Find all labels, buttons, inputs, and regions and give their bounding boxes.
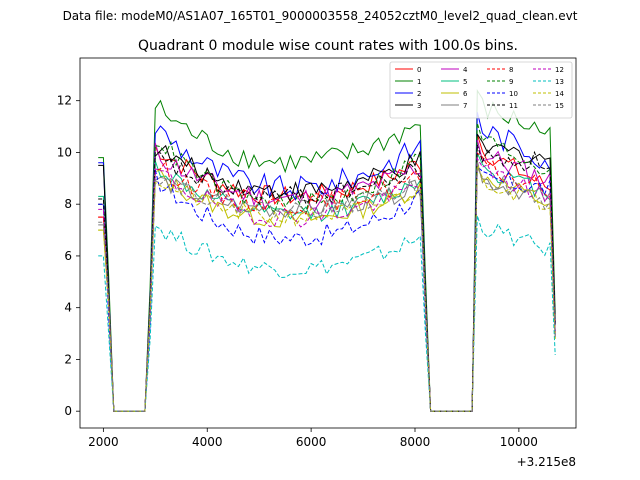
series-line-9 [98, 123, 556, 412]
legend-box [389, 61, 573, 119]
x-tick-label: 2000 [88, 435, 119, 449]
legend-label-13: 13 [555, 78, 564, 86]
legend-label-3: 3 [417, 102, 421, 110]
x-tick-label: 6000 [296, 435, 327, 449]
legend-label-1: 1 [417, 78, 421, 86]
series-lines [98, 88, 556, 412]
series-line-11 [98, 144, 556, 412]
legend-label-10: 10 [509, 90, 518, 98]
y-tick-label: 2 [64, 352, 72, 366]
series-line-0 [98, 133, 556, 412]
x-offset-label: +3.215e8 [517, 455, 576, 469]
series-line-15 [98, 161, 556, 412]
chart-title: Quadrant 0 module wise count rates with … [138, 38, 518, 54]
y-tick-label: 8 [64, 197, 72, 211]
legend-label-5: 5 [463, 78, 467, 86]
y-tick-label: 6 [64, 249, 72, 263]
legend-label-6: 6 [463, 90, 468, 98]
series-line-4 [98, 139, 556, 412]
series-line-1 [98, 88, 556, 412]
legend-label-11: 11 [509, 102, 518, 110]
series-line-3 [98, 132, 556, 412]
x-tick-label: 4000 [192, 435, 223, 449]
y-tick-label: 12 [57, 94, 72, 108]
x-tick-label: 8000 [400, 435, 431, 449]
legend-label-4: 4 [463, 66, 468, 74]
chart-suptitle: Data file: modeM0/AS1A07_165T01_90000035… [63, 9, 578, 23]
x-tick-label: 10000 [500, 435, 538, 449]
plot-frame [79, 57, 577, 429]
legend-label-14: 14 [555, 90, 564, 98]
series-line-8 [98, 152, 556, 412]
legend-label-2: 2 [417, 90, 421, 98]
legend-label-7: 7 [463, 102, 467, 110]
y-tick-label: 0 [64, 404, 72, 418]
legend-label-15: 15 [555, 102, 564, 110]
legend-label-9: 9 [509, 78, 513, 86]
series-line-5 [98, 152, 556, 412]
series-line-13 [98, 215, 556, 412]
y-tick-label: 4 [64, 301, 72, 315]
legend-label-0: 0 [417, 66, 421, 74]
series-line-12 [98, 156, 556, 412]
series-line-2 [98, 112, 556, 412]
legend-label-12: 12 [555, 66, 564, 74]
plot-axes: 2000 4000 6000 8000 10000 0 2 4 6 8 10 12 [57, 94, 538, 449]
legend-label-8: 8 [509, 66, 513, 74]
y-tick-label: 10 [57, 145, 72, 159]
